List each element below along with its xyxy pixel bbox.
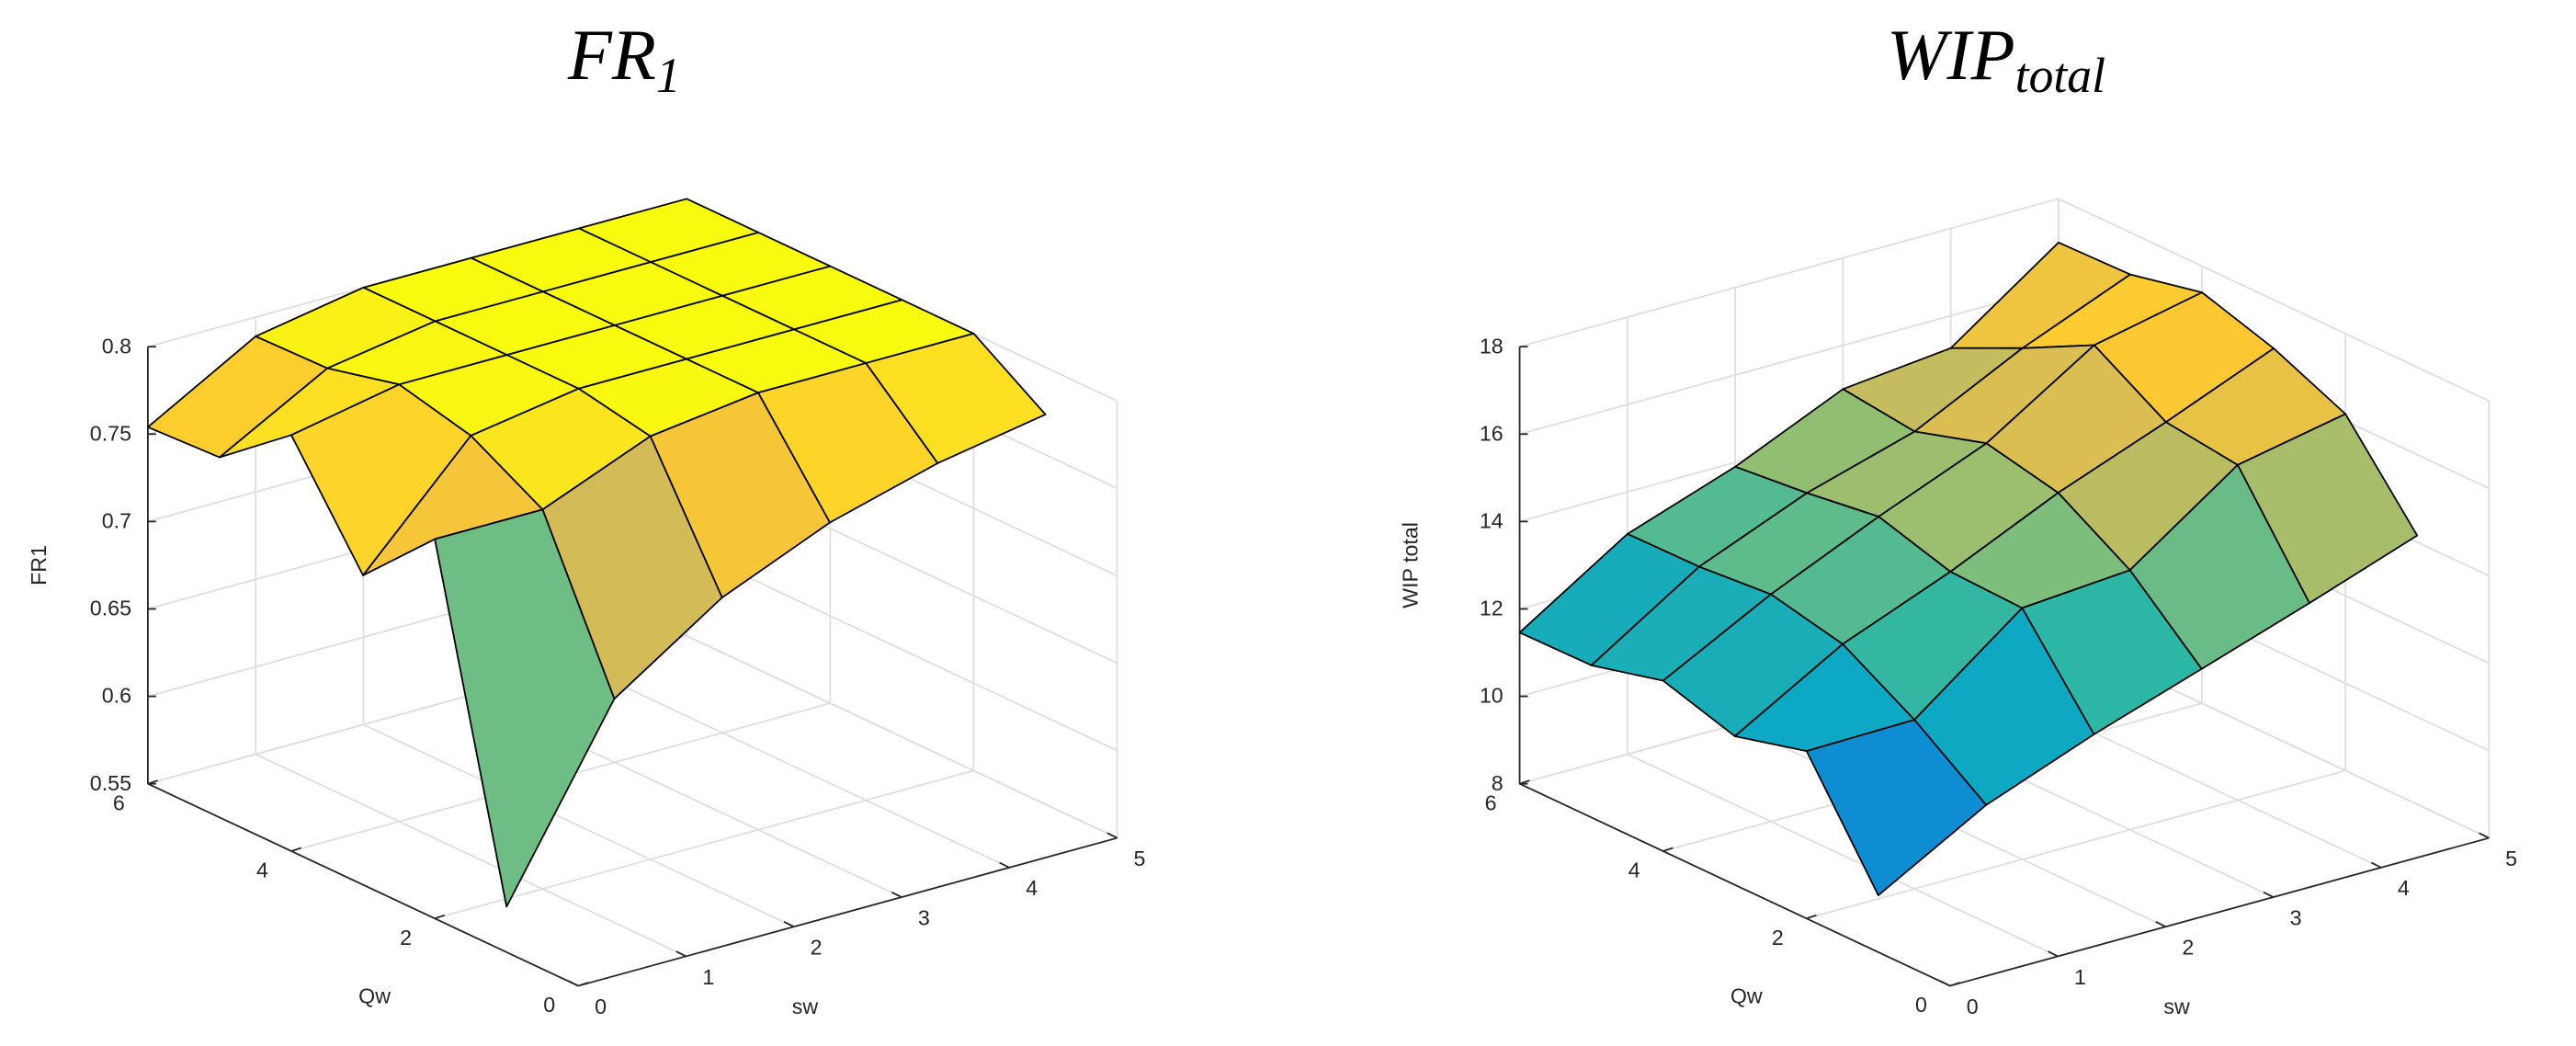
grid-line xyxy=(2058,198,2490,402)
z-tick-label: 0.6 xyxy=(102,684,131,708)
y-tick xyxy=(147,779,158,785)
x-tick xyxy=(675,950,687,958)
surface-face xyxy=(1805,719,1988,897)
y-axis-label: Qw xyxy=(358,983,391,1007)
grid-line xyxy=(686,635,1118,839)
x-tick xyxy=(2370,861,2382,869)
grid-line xyxy=(1806,769,2346,920)
x-tick-label: 4 xyxy=(1026,876,1038,900)
y-tick xyxy=(1949,982,1960,987)
x-tick xyxy=(999,861,1010,869)
title-subscript: total xyxy=(2015,48,2105,103)
y-tick xyxy=(1662,847,1674,852)
x-axis xyxy=(1949,836,2490,987)
x-tick-label: 3 xyxy=(2290,905,2302,929)
z-tick-label: 0.7 xyxy=(102,509,131,533)
grid-line xyxy=(578,665,1010,869)
x-tick xyxy=(2479,832,2490,839)
z-tick-label: 0.8 xyxy=(102,334,131,358)
x-tick-label: 2 xyxy=(2182,936,2194,960)
title-main: FR xyxy=(567,16,656,96)
z-tick-label: 10 xyxy=(1480,684,1504,708)
z-tick-label: 0.75 xyxy=(90,421,131,445)
z-axis-label: FR1 xyxy=(27,545,51,586)
x-tick-label: 4 xyxy=(2398,876,2410,900)
y-tick-label: 2 xyxy=(1772,926,1784,949)
y-tick-label: 6 xyxy=(1485,790,1497,814)
x-tick xyxy=(891,891,902,898)
z-tick-label: 16 xyxy=(1480,421,1504,445)
x-tick xyxy=(2155,921,2166,928)
x-tick-label: 5 xyxy=(2505,847,2517,870)
z-tick-label: 14 xyxy=(1480,509,1504,533)
x-tick-label: 0 xyxy=(1967,995,1979,1018)
grid-line xyxy=(1627,753,2059,958)
grid-line xyxy=(255,753,687,958)
surface-face xyxy=(434,508,616,908)
z-tick-label: 12 xyxy=(1480,597,1504,620)
z-tick-label: 8 xyxy=(1492,771,1504,795)
x-tick-label: 1 xyxy=(702,965,714,989)
chart-title: WIPtotal xyxy=(1887,16,2105,103)
x-tick xyxy=(2048,950,2059,958)
y-tick xyxy=(1806,914,1817,920)
y-axis-label: Qw xyxy=(1731,983,1763,1007)
grid-line xyxy=(686,547,1118,752)
grid-line xyxy=(363,723,795,928)
y-tick-label: 4 xyxy=(256,858,268,882)
x-tick xyxy=(783,921,795,928)
grid-line xyxy=(1519,198,2060,348)
x-tick-label: 2 xyxy=(811,936,823,960)
y-tick-label: 4 xyxy=(1628,858,1640,882)
title-main: WIP xyxy=(1887,16,2015,96)
chart-title: FR1 xyxy=(567,16,681,103)
title-subscript: 1 xyxy=(656,48,681,103)
z-axis-label: WIP total xyxy=(1399,522,1423,608)
y-axis xyxy=(147,782,579,987)
z-tick-label: 0.55 xyxy=(90,771,131,795)
x-tick-label: 1 xyxy=(2074,965,2086,989)
y-tick-label: 0 xyxy=(543,993,555,1017)
y-axis xyxy=(1519,782,1951,987)
z-tick-label: 0.65 xyxy=(90,597,131,620)
x-tick xyxy=(1939,980,1951,987)
x-tick xyxy=(1106,832,1118,839)
x-tick-label: 5 xyxy=(1133,847,1145,870)
x-axis-label: sw xyxy=(792,995,819,1018)
x-tick-label: 0 xyxy=(595,995,607,1018)
y-tick xyxy=(1519,779,1530,785)
y-tick xyxy=(577,982,589,987)
y-tick-label: 0 xyxy=(1915,993,1927,1017)
z-tick-label: 18 xyxy=(1480,334,1504,358)
x-tick-label: 3 xyxy=(918,905,930,929)
x-axis xyxy=(578,836,1118,987)
x-axis-label: sw xyxy=(2163,995,2190,1018)
grid-line xyxy=(434,769,974,920)
x-tick xyxy=(568,980,579,987)
y-tick-label: 2 xyxy=(400,926,412,949)
x-tick xyxy=(2263,891,2275,898)
y-tick xyxy=(290,847,302,852)
y-tick xyxy=(434,914,446,920)
grid-line xyxy=(1519,285,2060,436)
y-tick-label: 6 xyxy=(113,790,125,814)
